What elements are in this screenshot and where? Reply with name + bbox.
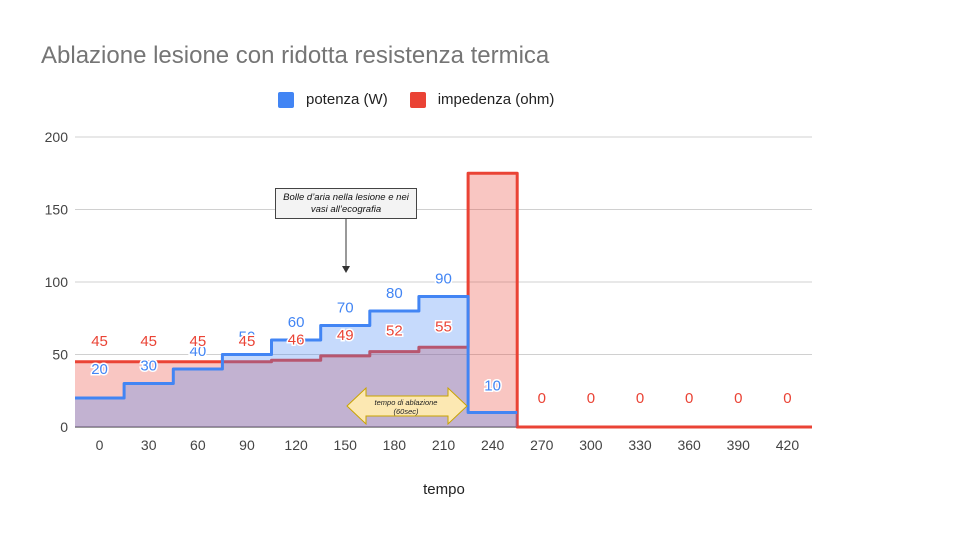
data-label-impedenza: 0 (587, 390, 595, 407)
data-label-potenza: 80 (386, 285, 403, 302)
x-tick-label: 300 (579, 437, 603, 453)
series-line-impedenza (75, 171, 812, 429)
x-tick-label: 390 (727, 437, 751, 453)
data-label-impedenza: 0 (734, 390, 742, 407)
data-label-potenza: 60 (288, 314, 305, 331)
y-tick-label: 0 (60, 419, 68, 435)
data-label-impedenza: 0 (636, 390, 644, 407)
x-tick-label: 420 (776, 437, 800, 453)
x-tick-label: 90 (239, 437, 255, 453)
x-tick-label: 60 (190, 437, 206, 453)
data-label-impedenza: 0 (538, 390, 546, 407)
data-label-impedenza: 45 (189, 333, 206, 350)
data-label-impedenza: 55 (435, 318, 452, 335)
ablation-double-arrow (346, 386, 468, 426)
legend-label-potenza: potenza (W) (306, 91, 388, 108)
data-label-potenza: 40 (189, 343, 206, 360)
data-label-impedenza: 45 (91, 333, 108, 350)
x-tick-label: 360 (677, 437, 701, 453)
legend-swatch-potenza (278, 91, 294, 108)
annotation-ablation-label: tempo di ablazione (60sec) (374, 398, 438, 416)
y-tick-label: 50 (52, 347, 68, 363)
data-label-impedenza: 49 (337, 327, 354, 344)
x-tick-label: 270 (530, 437, 554, 453)
series-area-potenza (75, 296, 518, 427)
data-label-potenza: 20 (91, 361, 108, 378)
x-tick-label: 330 (628, 437, 652, 453)
y-tick-label: 200 (45, 129, 69, 145)
x-tick-label: 30 (141, 437, 157, 453)
data-label-impedenza: 52 (386, 323, 403, 340)
legend-item-potenza[interactable]: potenza (W) (278, 91, 388, 108)
legend-item-impedenza[interactable]: impedenza (ohm) (409, 91, 555, 108)
data-label-potenza: 90 (435, 271, 452, 288)
x-axis-title: tempo (423, 481, 465, 498)
series-line-potenza (75, 295, 518, 414)
x-tick-label: 210 (432, 437, 456, 453)
y-tick-label: 100 (45, 274, 69, 290)
data-label-impedenza: 45 (239, 333, 256, 350)
x-tick-label: 120 (284, 437, 308, 453)
data-label-potenza: 50 (239, 329, 256, 346)
data-label-impedenza: 46 (288, 331, 305, 348)
chart-title: Ablazione lesione con ridotta resistenza… (41, 42, 550, 69)
y-tick-label: 150 (45, 202, 69, 218)
series-area-impedenza (75, 173, 812, 427)
annotation-pointer-head (342, 266, 350, 273)
annotation-bolle: Bolle d’aria nella lesione e nei vasi al… (275, 188, 417, 219)
legend: potenza (W) impedenza (ohm) (278, 91, 576, 108)
data-label-potenza: 10 (484, 378, 501, 395)
x-tick-label: 150 (334, 437, 358, 453)
legend-swatch-impedenza (409, 91, 426, 108)
data-label-potenza: 70 (337, 300, 354, 317)
x-tick-label: 240 (481, 437, 505, 453)
data-label-impedenza: 0 (783, 390, 791, 407)
x-tick-label: 180 (383, 437, 407, 453)
data-label-impedenza: 0 (685, 390, 693, 407)
data-label-potenza: 30 (140, 358, 157, 375)
x-tick-label: 0 (96, 437, 104, 453)
legend-label-impedenza: impedenza (ohm) (437, 91, 555, 108)
data-label-impedenza: 45 (140, 333, 157, 350)
